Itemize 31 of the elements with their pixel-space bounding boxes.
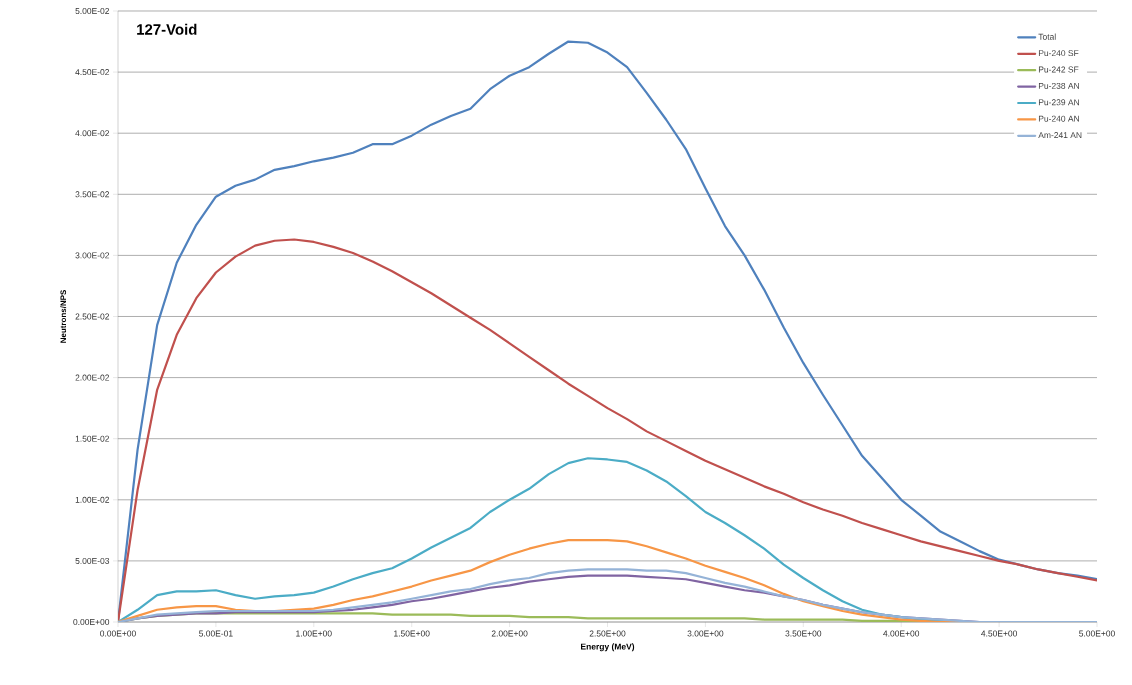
y-tick-label: 3.50E-02 xyxy=(75,191,110,198)
x-tick-label: 3.00E+00 xyxy=(687,630,724,637)
x-tick-label: 1.50E+00 xyxy=(394,630,430,637)
y-tick-label: 5.00E-03 xyxy=(75,557,110,564)
legend-label: Total xyxy=(1038,33,1056,40)
legend-label: Pu-240 AN xyxy=(1038,115,1079,122)
legend-label: Pu-240 SF xyxy=(1038,50,1079,57)
x-tick-label: 4.00E+00 xyxy=(883,630,920,637)
legend-label: Pu-239 AN xyxy=(1038,99,1079,106)
y-tick-label: 5.00E-02 xyxy=(75,8,110,14)
y-tick-label: 2.50E-02 xyxy=(75,313,110,320)
x-tick-label: 0.00E+00 xyxy=(100,630,136,637)
x-tick-label: 2.00E+00 xyxy=(491,630,528,637)
x-tick-label: 4.50E+00 xyxy=(981,630,1018,637)
x-tick-label: 3.50E+00 xyxy=(785,630,822,637)
y-tick-label: 2.00E-02 xyxy=(75,374,110,381)
x-tick-label: 5.00E+00 xyxy=(1079,630,1115,637)
y-tick-label: 0.00E+00 xyxy=(73,619,110,625)
x-tick-label: 5.00E-01 xyxy=(199,630,233,637)
text: 127-Void xyxy=(137,23,197,35)
y-tick-label: 4.50E-02 xyxy=(75,69,110,76)
y-tick-label: 3.00E-02 xyxy=(75,252,110,259)
legend-label: Pu-242 SF xyxy=(1038,66,1079,73)
legend-label: Am-241 AN xyxy=(1038,132,1082,138)
y-tick-label: 1.00E-02 xyxy=(75,496,110,503)
x-axis-title: Energy (MeV) xyxy=(581,643,635,652)
x-tick-label: 2.50E+00 xyxy=(589,630,626,637)
x-tick-label: 1.00E+00 xyxy=(296,630,332,637)
y-tick-label: 4.00E-02 xyxy=(75,130,110,137)
y-tick-label: 1.50E-02 xyxy=(75,435,110,442)
legend-label: Pu-238 AN xyxy=(1038,82,1079,89)
